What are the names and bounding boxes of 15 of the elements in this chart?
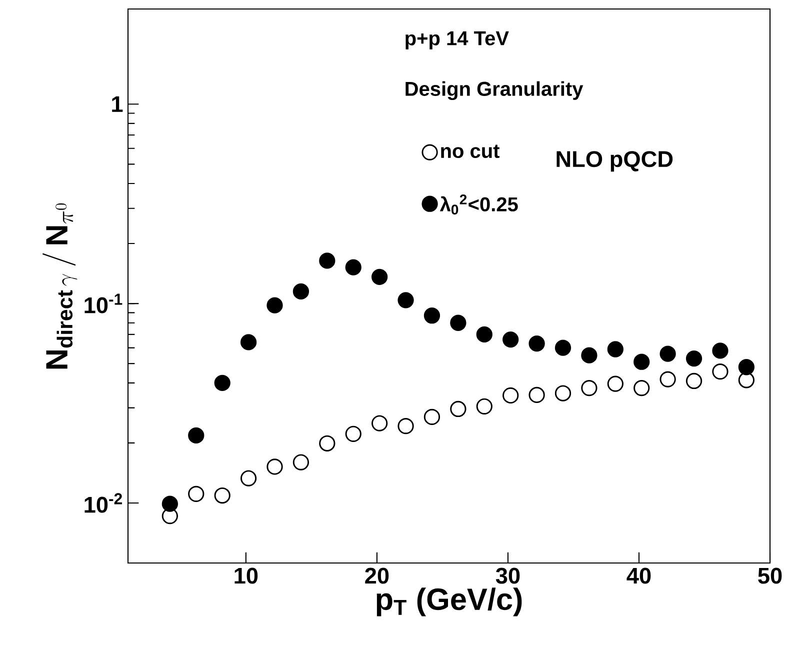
- x-tick-label: 10: [234, 568, 258, 584]
- x-tick-label: 20: [365, 568, 389, 584]
- x-tick-label: 50: [758, 568, 782, 584]
- legend-label: λ$_{0}$$^{2}$<0.25: [440, 194, 518, 215]
- annotation: p+p 14 TeV: [406, 31, 509, 50]
- annotation: Design Granularity: [406, 81, 584, 100]
- y-tick-label: 10$^{-1}$: [84, 294, 122, 314]
- legend-label: no cut: [441, 144, 500, 158]
- x-tick-label: 30: [496, 568, 520, 584]
- y-axis-title: $\mathbf{N}_{\mathbf{direct}\,\gamma}\,\mathbf{/}\,\mathbf{N}_{\pi^{0}}$: [42, 203, 78, 369]
- x-tick-label: 40: [626, 568, 651, 584]
- y-tick-label: 10$^{-2}$: [84, 493, 122, 513]
- x-axis-title: p$_{T}$ (GeV/c): [376, 588, 522, 616]
- annotation: NLO pQCD: [556, 151, 673, 172]
- y-tick-label: 1: [112, 96, 123, 112]
